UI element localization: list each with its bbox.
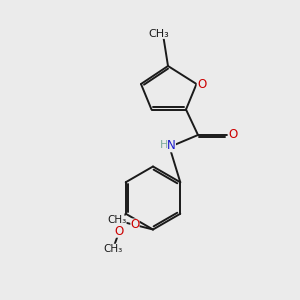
Text: O: O: [115, 225, 124, 238]
Text: O: O: [229, 128, 238, 141]
Text: CH₃: CH₃: [148, 29, 170, 39]
Text: H: H: [160, 140, 168, 150]
Text: N: N: [167, 139, 176, 152]
Text: O: O: [130, 218, 140, 232]
Text: CH₃: CH₃: [103, 244, 123, 254]
Text: O: O: [197, 77, 206, 91]
Text: CH₃: CH₃: [107, 215, 127, 226]
